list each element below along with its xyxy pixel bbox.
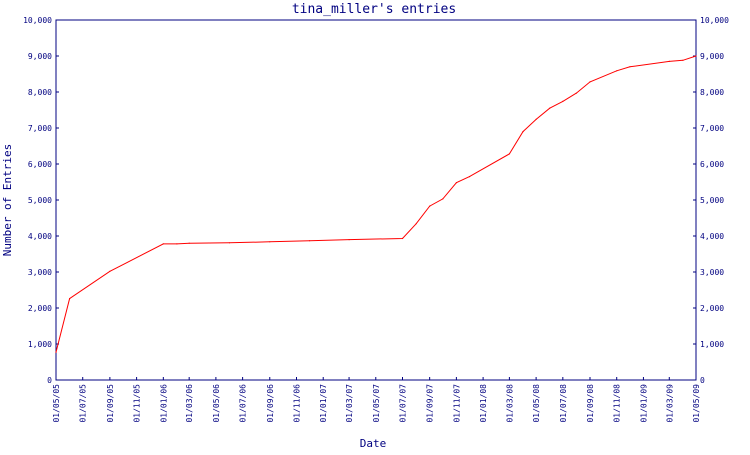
data-point [401, 237, 404, 240]
y-tick-label-right: 10,000 [700, 16, 729, 25]
x-tick-label: 01/05/06 [212, 384, 221, 423]
data-point [162, 243, 164, 245]
series-group [55, 55, 697, 353]
series-line [55, 55, 697, 353]
x-tick-label: 01/03/09 [665, 384, 674, 423]
data-point [668, 60, 670, 63]
y-tick-label-right: 8,000 [700, 88, 724, 97]
x-tick-label: 01/05/08 [532, 384, 541, 423]
data-point [695, 55, 697, 57]
data-point [682, 59, 684, 61]
data-point [176, 243, 178, 245]
data-point [228, 242, 231, 244]
data-point [109, 270, 111, 272]
data-point [429, 205, 431, 207]
y-tick-label-left: 4,000 [28, 232, 52, 241]
x-tick-label: 01/03/07 [345, 384, 354, 423]
x-tick-label: 01/01/08 [479, 384, 488, 423]
y-tick-label-left: 0 [47, 376, 52, 385]
y-tick-label-right: 4,000 [700, 232, 724, 241]
y-tick-label-left: 8,000 [28, 88, 52, 97]
x-tick-label: 01/01/06 [159, 384, 168, 423]
y-tick-label-right: 0 [700, 376, 705, 385]
x-tick-label: 01/03/06 [185, 384, 194, 423]
x-tick-label: 01/09/06 [266, 384, 275, 423]
x-tick-label: 01/01/07 [319, 384, 328, 423]
y-tick-label-right: 5,000 [700, 196, 724, 205]
x-tick-label: 01/11/06 [292, 384, 301, 423]
chart-title: tina_miller's entries [292, 2, 456, 17]
data-point [535, 118, 537, 120]
y-tick-label-right: 2,000 [700, 304, 724, 313]
y-tick-label-left: 7,000 [28, 124, 52, 133]
plot-frame [55, 19, 697, 381]
data-point [589, 81, 591, 83]
y-tick-label-left: 5,000 [28, 196, 52, 205]
x-tick-label: 01/01/09 [639, 384, 648, 423]
data-point [455, 182, 457, 184]
y-tick-label-left: 10,000 [23, 16, 52, 25]
x-tick-label: 01/09/07 [426, 384, 435, 423]
x-tick-label: 01/11/05 [133, 384, 142, 423]
y-axis-title: Number of Entries [1, 144, 14, 257]
data-point [549, 107, 551, 109]
y-ticks-left: 0 1,000 2,000 3,000 4,000 5,000 6,000 7,000 8,00… [23, 16, 59, 385]
x-tick-label: 01/11/07 [452, 384, 461, 423]
x-tick-label: 01/05/09 [692, 384, 701, 423]
data-point [55, 351, 57, 353]
x-tick-label: 01/07/07 [399, 384, 408, 423]
y-tick-label-right: 6,000 [700, 160, 724, 169]
data-point [442, 198, 444, 200]
x-tick-label: 01/03/08 [505, 384, 514, 423]
y-tick-label-left: 1,000 [28, 340, 52, 349]
x-tick-label: 01/05/05 [52, 384, 61, 423]
data-point [309, 240, 311, 242]
data-point [269, 241, 271, 243]
data-point [348, 239, 350, 241]
data-point [616, 70, 618, 72]
y-tick-label-left: 2,000 [28, 304, 52, 313]
y-tick-label-left: 6,000 [28, 160, 52, 169]
data-point [415, 223, 417, 225]
x-tick-label: 01/09/05 [106, 384, 115, 423]
y-tick-label-left: 3,000 [28, 268, 52, 277]
data-point [562, 100, 564, 102]
y-tick-label-left: 9,000 [28, 52, 52, 61]
x-tick-label: 01/07/05 [79, 384, 88, 423]
y-tick-label-right: 1,000 [700, 340, 724, 349]
x-tick-label: 01/07/08 [559, 384, 568, 423]
x-tick-label: 01/07/06 [239, 384, 248, 423]
y-tick-label-right: 7,000 [700, 124, 724, 133]
data-point [468, 176, 471, 178]
y-ticks-right: 0 1,000 2,000 3,000 4,000 5,000 6,000 7,000 8,00… [693, 16, 729, 385]
data-point [522, 131, 524, 133]
y-tick-label-right: 9,000 [700, 52, 724, 61]
x-tick-label: 01/05/07 [372, 384, 381, 423]
data-point [188, 242, 190, 244]
y-tick-label-right: 3,000 [700, 268, 724, 277]
data-point [508, 153, 510, 155]
x-tick-label: 01/09/08 [586, 384, 595, 423]
data-point [575, 92, 578, 94]
x-tick-label: 01/11/08 [613, 384, 622, 423]
x-ticks: 01/05/05 01/07/05 01/09/05 01/11/05 01/01/06… [52, 377, 701, 423]
data-point [69, 298, 71, 300]
data-point [629, 66, 631, 68]
x-axis-title: Date [360, 437, 387, 450]
